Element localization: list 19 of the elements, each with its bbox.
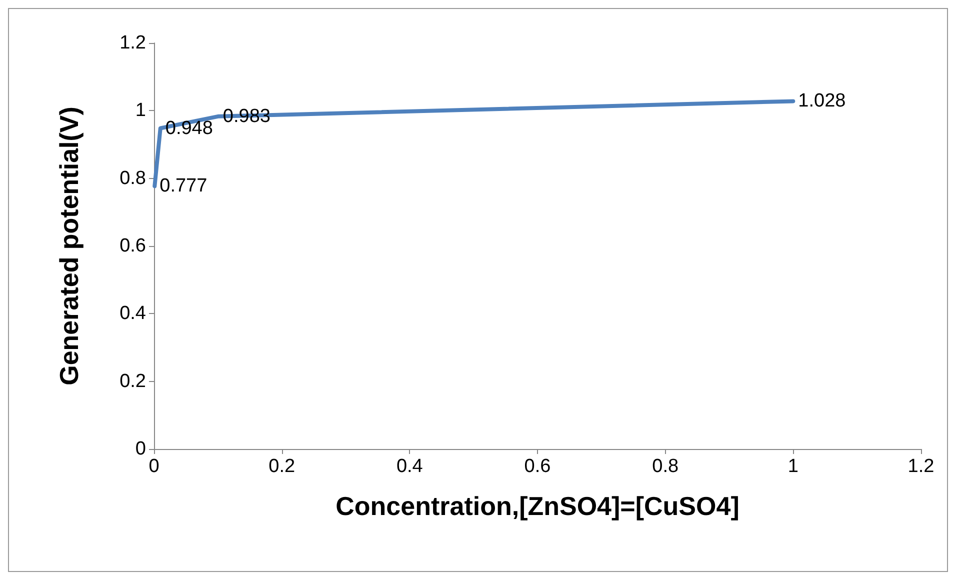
data-label: 0.948: [165, 118, 213, 139]
x-tick-label: 0.4: [396, 456, 424, 477]
y-tick-label: 0.4: [120, 303, 146, 324]
y-tick-label: 1: [135, 100, 146, 122]
x-tick-label: 0.6: [524, 456, 551, 477]
x-tick-label: 0: [148, 456, 160, 477]
data-label: 1.028: [798, 90, 846, 112]
y-tick-label: 0.6: [120, 236, 146, 256]
y-tick-label: 0.2: [120, 370, 146, 392]
x-tick-label: 0.2: [268, 456, 296, 477]
x-tick-label: 0.8: [652, 456, 679, 477]
y-tick-label: 1.2: [120, 32, 146, 54]
y-tick-label: 0.8: [120, 168, 146, 189]
x-tick-label: 1: [788, 456, 798, 477]
y-tick-label: 0: [135, 438, 146, 460]
data-label: 0.777: [160, 176, 208, 197]
x-tick-label: 1.2: [908, 456, 934, 477]
y-axis-title: Generated potential(V): [54, 106, 84, 386]
x-axis-title: Concentration,[ZnSO4]=[CuSO4]: [336, 491, 740, 521]
